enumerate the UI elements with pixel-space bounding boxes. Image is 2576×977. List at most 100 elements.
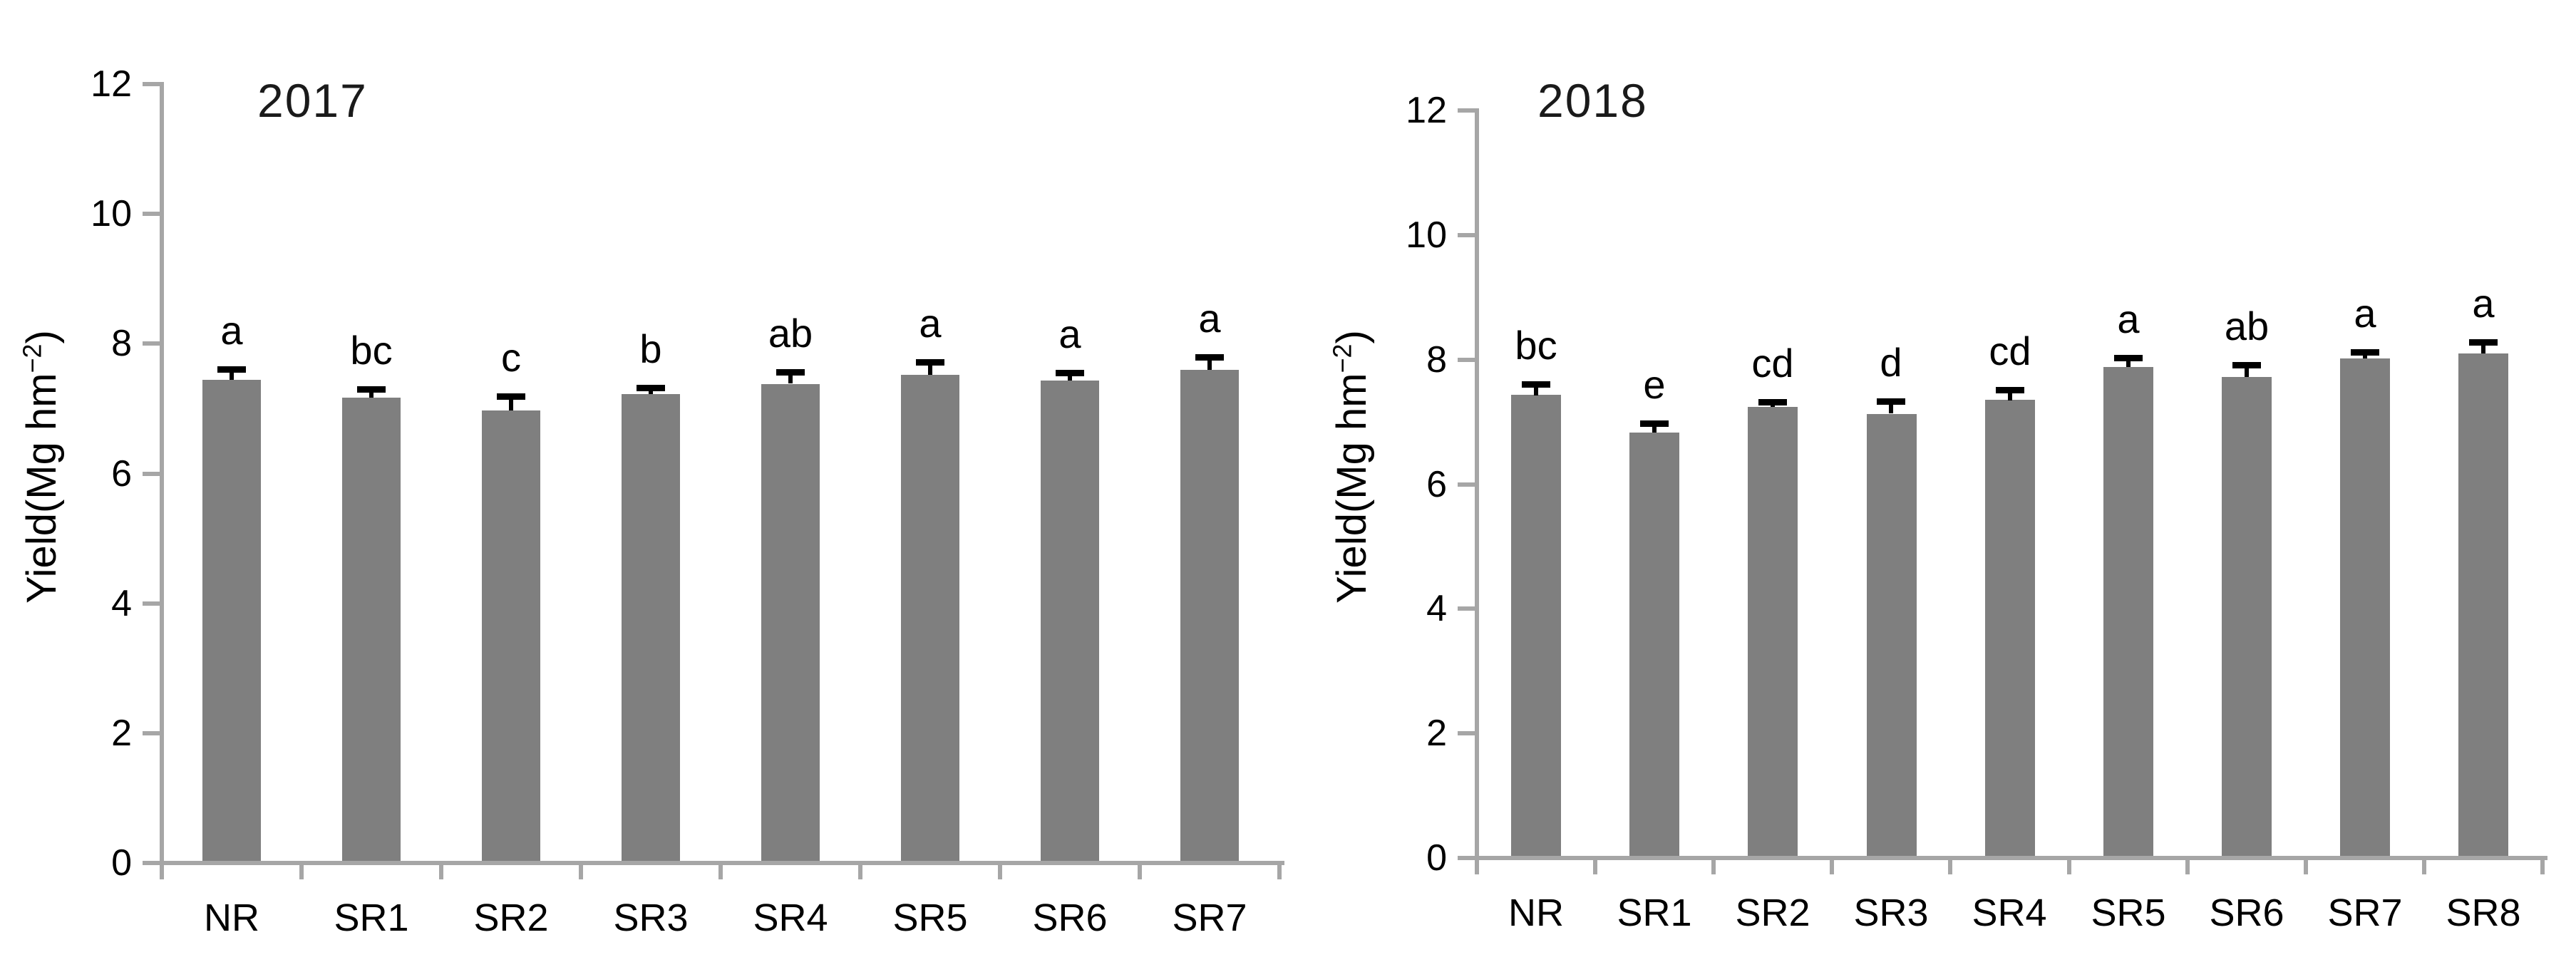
significance-letter: d <box>1880 340 1902 385</box>
x-tick-label: NR <box>204 896 259 939</box>
error-bar-cap <box>637 385 665 391</box>
bar <box>1748 407 1798 858</box>
bar <box>2103 367 2153 858</box>
x-tick-label: SR7 <box>2327 891 2403 934</box>
bar <box>342 398 401 863</box>
error-bar-whisker <box>928 362 932 375</box>
x-tick-label: SR6 <box>1032 896 1108 939</box>
y-tick <box>1458 358 1475 362</box>
error-bar-cap <box>1996 387 2024 393</box>
bar <box>1867 414 1917 858</box>
y-tick <box>143 861 160 865</box>
x-tick-label: SR3 <box>613 896 689 939</box>
error-bar-cap <box>1640 420 1669 427</box>
x-tick <box>299 865 304 879</box>
y-tick-label: 8 <box>111 323 132 364</box>
y-tick <box>143 82 160 86</box>
x-tick-label: SR5 <box>2091 891 2166 934</box>
y-tick <box>1458 482 1475 487</box>
error-bar-whisker <box>1534 384 1538 396</box>
error-bar-cap <box>217 366 246 373</box>
y-tick <box>143 341 160 346</box>
y-tick-label: 0 <box>111 842 132 884</box>
x-tick <box>439 865 443 879</box>
y-tick-label: 0 <box>1426 837 1447 879</box>
x-tick-label: NR <box>1508 891 1564 934</box>
significance-letter: a <box>2472 281 2495 326</box>
error-bar-whisker <box>1068 373 1072 381</box>
x-tick <box>579 865 583 879</box>
x-tick <box>1593 860 1597 874</box>
bar <box>1629 433 1679 858</box>
error-bar-cap <box>2232 362 2261 368</box>
x-tick <box>1277 865 1282 879</box>
y-tick-label: 4 <box>111 583 132 624</box>
error-bar-cap <box>497 393 525 400</box>
x-tick-label: SR7 <box>1172 896 1247 939</box>
bar <box>2340 358 2390 858</box>
chart-title-2018: 2018 <box>1537 74 1648 127</box>
bar <box>202 380 261 863</box>
significance-letter: cd <box>1989 329 2031 373</box>
error-bar-cap <box>1056 370 1084 376</box>
x-tick <box>2067 860 2071 874</box>
y-tick <box>143 212 160 216</box>
y-tick-label: 12 <box>1406 90 1447 131</box>
significance-letter: e <box>1643 362 1666 407</box>
x-tick <box>2185 860 2190 874</box>
y-tick <box>143 601 160 606</box>
x-tick-label: SR4 <box>753 896 828 939</box>
y-tick <box>1458 731 1475 735</box>
significance-letter: c <box>501 335 521 380</box>
bar <box>482 410 540 863</box>
x-tick <box>1830 860 1834 874</box>
significance-letter: ab <box>2224 304 2270 348</box>
x-tick-label: SR6 <box>2209 891 2284 934</box>
x-tick-label: SR2 <box>473 896 549 939</box>
x-axis-line <box>160 861 1284 865</box>
error-bar-cap <box>357 386 386 393</box>
bar <box>2222 377 2272 858</box>
y-tick <box>1458 856 1475 860</box>
error-bar-whisker <box>1207 357 1212 370</box>
bar <box>1041 381 1099 863</box>
x-tick-label: SR8 <box>2446 891 2521 934</box>
error-bar-cap <box>1758 399 1787 405</box>
y-tick-label: 10 <box>91 193 132 234</box>
y-tick-label: 6 <box>1426 464 1447 505</box>
significance-letter: a <box>919 301 942 346</box>
significance-letter: bc <box>350 328 393 373</box>
error-bar-cap <box>2469 339 2498 346</box>
error-bar-whisker <box>2481 342 2485 353</box>
y-tick-label: 12 <box>91 63 132 105</box>
error-bar-cap <box>916 359 944 366</box>
error-bar-cap <box>1877 398 1905 405</box>
y-tick <box>1458 108 1475 113</box>
error-bar-cap <box>776 369 805 376</box>
bar <box>2458 353 2508 858</box>
error-bar-whisker <box>1652 423 1657 433</box>
significance-letter: a <box>1198 296 1221 341</box>
x-tick-label: SR1 <box>1617 891 1692 934</box>
y-tick <box>1458 233 1475 237</box>
x-tick-label: SR3 <box>1853 891 1929 934</box>
significance-letter: a <box>1058 311 1081 356</box>
significance-letter: cd <box>1751 341 1794 386</box>
bar <box>622 394 680 863</box>
error-bar-cap <box>2114 355 2143 361</box>
error-bar-whisker <box>2008 390 2012 400</box>
error-bar-cap <box>1195 354 1224 361</box>
error-bar-whisker <box>2245 365 2249 377</box>
x-tick-label: SR4 <box>1972 891 2047 934</box>
y-tick-label: 2 <box>111 713 132 754</box>
x-tick <box>2304 860 2308 874</box>
x-tick <box>998 865 1002 879</box>
y-tick <box>1458 606 1475 611</box>
error-bar-whisker <box>788 372 793 383</box>
bar <box>761 384 820 863</box>
error-bar-whisker <box>1889 401 1893 413</box>
error-bar-cap <box>1522 381 1550 388</box>
